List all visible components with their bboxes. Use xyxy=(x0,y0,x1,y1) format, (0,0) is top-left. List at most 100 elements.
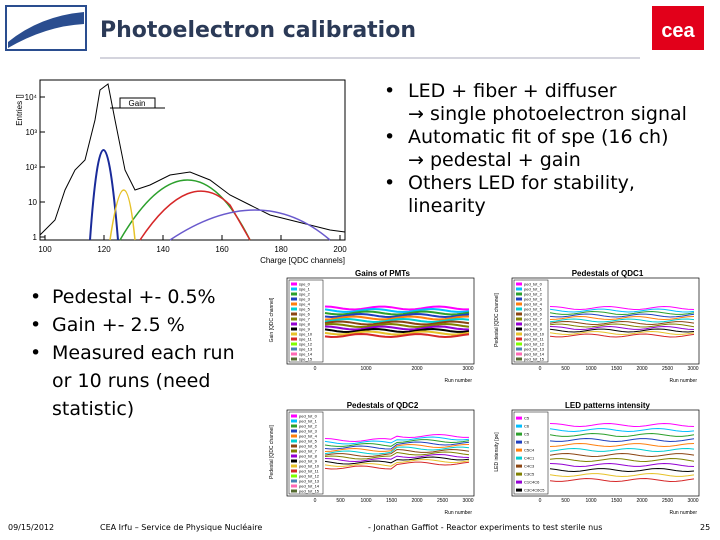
x-tick-label: 2000 xyxy=(636,498,647,504)
footer-date: 09/15/2012 xyxy=(8,523,55,532)
y-tick-label: 1 xyxy=(33,233,38,242)
x-tick-label: 160 xyxy=(215,245,229,254)
legend-label: ped_tot_8 xyxy=(299,454,318,459)
two-pe-fit xyxy=(169,209,331,241)
legend-swatch xyxy=(516,302,522,306)
legend-swatch xyxy=(291,322,297,326)
legend-label: ped_tot_0 xyxy=(524,282,543,287)
legend-swatch xyxy=(291,429,297,433)
footer-page: 25 xyxy=(700,523,711,532)
series-band xyxy=(324,315,470,321)
legend-swatch xyxy=(291,454,297,458)
legend-label: C5 xyxy=(524,432,530,437)
x-tick-label: 500 xyxy=(561,498,570,504)
legend-label: ped_tot_1 xyxy=(524,287,543,292)
legend-swatch xyxy=(291,327,297,331)
legend-label: ped_tot_7 xyxy=(524,317,543,322)
small-plot: LED patterns intensity Run number LED inte… xyxy=(494,401,700,516)
x-tick-label: 2500 xyxy=(437,498,448,504)
legend-label: ped_tot_15 xyxy=(299,489,320,494)
legend-swatch xyxy=(516,327,522,331)
x-tick-label: 100 xyxy=(38,245,52,254)
small-plots: Gains of PMTs Run number Gain [QDC channel… xyxy=(269,269,700,516)
y-tick-label: 10³ xyxy=(25,128,37,137)
series-band xyxy=(549,442,695,448)
fit-component xyxy=(109,189,136,241)
legend-swatch xyxy=(291,424,297,428)
x-label: Run number xyxy=(669,510,697,516)
x-tick-label: 2500 xyxy=(662,498,673,504)
legend-label: ped_tot_15 xyxy=(524,357,545,362)
legend-swatch xyxy=(516,456,522,460)
series-band xyxy=(549,315,695,321)
x-tick-label: 2000 xyxy=(636,366,647,372)
legend-swatch xyxy=(291,332,297,336)
legend-swatch xyxy=(291,337,297,341)
series-band xyxy=(324,433,469,443)
legend-label: ped_tot_13 xyxy=(524,347,545,352)
series-band xyxy=(549,462,695,468)
y-label: Gain [QDC channel] xyxy=(269,297,275,342)
legend-label: ped_tot_11 xyxy=(524,337,544,342)
series-band xyxy=(324,312,470,319)
series-band xyxy=(549,305,695,311)
series-band xyxy=(324,441,470,450)
legend-swatch xyxy=(516,322,522,326)
legend-label: ped_tot_2 xyxy=(524,292,543,297)
legend-label: spe_9 xyxy=(299,327,311,332)
legend-swatch xyxy=(291,489,297,493)
series-band xyxy=(324,451,470,460)
series-band xyxy=(549,313,695,318)
legend-label: ped_tot_3 xyxy=(299,429,318,434)
legend-swatch xyxy=(516,307,522,311)
x-tick-label: 500 xyxy=(336,498,345,504)
bullet-dot: • xyxy=(30,314,42,336)
series-band xyxy=(324,305,469,311)
legend-swatch xyxy=(516,342,522,346)
x-label: Run number xyxy=(444,378,472,384)
legend-swatch xyxy=(516,440,522,444)
series-band xyxy=(549,447,695,453)
legend-swatch xyxy=(291,444,297,448)
series-band xyxy=(324,310,470,316)
legend-label: ped_tot_2 xyxy=(299,424,318,429)
bullet-text: Others LED for stability, xyxy=(408,172,635,194)
legend-label: spe_3 xyxy=(299,297,311,302)
legend-swatch xyxy=(291,464,297,468)
series-band xyxy=(549,323,695,328)
plot-title: Pedestals of QDC2 xyxy=(347,401,419,410)
legend-label: ped_tot_1 xyxy=(299,419,318,424)
x-label: Run number xyxy=(669,378,697,384)
spectrum-plot: Gain Entries [] Charge [QDC channels] 10… xyxy=(15,79,347,265)
legend-swatch xyxy=(291,449,297,453)
legend-label: C6 xyxy=(524,440,530,445)
series-band xyxy=(549,427,695,433)
series-band xyxy=(549,452,695,458)
legend-swatch xyxy=(291,357,297,361)
series-band xyxy=(549,467,695,473)
x-label: Run number xyxy=(444,510,472,516)
legend-label: ped_tot_3 xyxy=(524,297,543,302)
legend-swatch xyxy=(516,287,522,291)
total-fit xyxy=(139,190,251,241)
series-band xyxy=(549,310,695,316)
bullet-dot: • xyxy=(384,80,396,102)
legend-swatch xyxy=(291,352,297,356)
series-band xyxy=(324,325,470,331)
legend-label: C4C3 xyxy=(524,464,535,469)
legend-label: spe_11 xyxy=(299,337,313,342)
legend-swatch xyxy=(291,342,297,346)
legend-swatch xyxy=(291,434,297,438)
series-band xyxy=(324,448,470,458)
legend-label: spe_8 xyxy=(299,322,311,327)
bullet-text: Gain +- 2.5 % xyxy=(52,314,185,336)
series-band xyxy=(549,320,695,326)
legend-swatch xyxy=(516,416,522,420)
legend-label: C3C4C6C5 xyxy=(524,488,545,493)
series-band xyxy=(324,439,470,447)
legend-swatch xyxy=(516,292,522,296)
gain-box xyxy=(119,97,156,109)
plot-title: Pedestals of QDC1 xyxy=(572,269,644,278)
series-band xyxy=(549,325,695,331)
legend-swatch xyxy=(516,488,522,492)
